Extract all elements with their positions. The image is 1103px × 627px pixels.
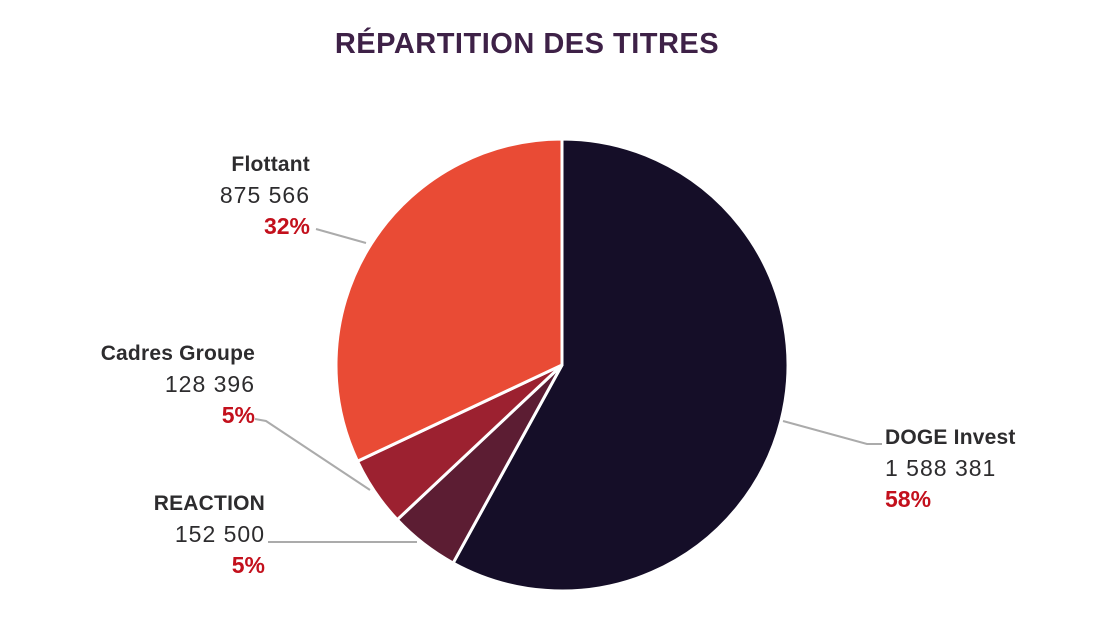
segment-value: 152 500 (174, 521, 265, 547)
segment-label: REACTION (153, 492, 265, 515)
segment-percent: 5% (231, 552, 265, 578)
segment-percent: 32% (263, 213, 310, 239)
segment-value: 1 588 381 (885, 455, 997, 481)
segment-label: Cadres Groupe (100, 342, 255, 365)
segment-value: 128 396 (164, 371, 255, 397)
segment-value: 875 566 (219, 182, 310, 208)
label-block-reaction: REACTION 152 500 5% (154, 488, 265, 581)
segment-label: DOGE Invest (885, 426, 1016, 449)
segment-percent: 5% (221, 402, 255, 428)
leader-line-doge-invest (782, 420, 882, 445)
label-block-cadres-groupe: Cadres Groupe 128 396 5% (101, 338, 255, 431)
segment-percent: 58% (885, 486, 932, 512)
label-block-flottant: Flottant 875 566 32% (220, 149, 310, 242)
pie-slice-flottant (334, 137, 564, 463)
pie-slice-doge-invest (451, 137, 790, 593)
segment-label: Flottant (231, 153, 310, 176)
chart-title: RÉPARTITION DES TITRES (334, 28, 720, 60)
leader-line-cadres-groupe (254, 418, 371, 491)
label-block-doge-invest: DOGE Invest 1 588 381 58% (885, 422, 1016, 515)
leader-line-flottant (315, 228, 367, 244)
